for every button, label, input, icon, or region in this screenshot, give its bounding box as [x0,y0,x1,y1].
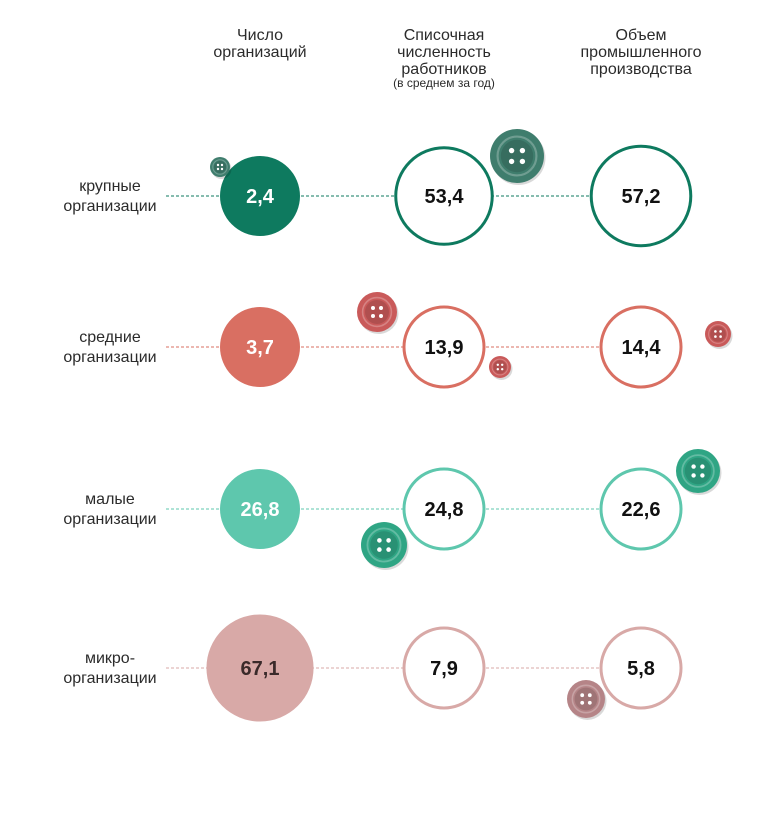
row-label-line: организации [63,349,156,366]
data-label: 22,6 [622,499,661,521]
data-label: 14,4 [622,337,662,359]
column-header-line: организаций [213,44,306,61]
sewing-button-icon [357,292,399,334]
column-header-line: Число [237,27,283,44]
column-header-line: промышленного [581,44,702,61]
row-group: малые организации 26,8 24,8 22,6 [63,467,683,551]
row-label-line: организации [63,670,156,687]
column-header-line: производства [590,61,692,78]
sewing-button-icon [361,522,409,570]
bubble-share [589,144,693,248]
sewing-button-icon [705,321,733,349]
data-label: 57,2 [622,186,661,208]
bubble-share [402,305,486,389]
row-group: крупные организации 2,4 53,4 57,2 [63,144,693,248]
bubble-count [220,156,300,236]
bubble-count [220,307,300,387]
bubble-share [599,305,683,389]
sewing-button-icon [210,157,232,179]
bubble-share [402,626,486,710]
data-label: 24,8 [425,499,464,521]
row-label-line: организации [63,198,156,215]
bubble-count [206,614,314,722]
bubble-share [599,626,683,710]
column-header-line: работников [401,61,486,78]
row-label-line: организации [63,511,156,528]
row-group: средние организации 3,7 13,9 14,4 [63,305,683,389]
data-label: 13,9 [425,337,464,359]
row-group: микро-организации 67,1 7,9 5,8 [63,614,683,722]
row-label-line: микро- [85,650,135,667]
data-label: 7,9 [430,658,458,680]
bubble-share [599,467,683,551]
column-header-line: численность [397,44,491,61]
bubble-count [220,469,300,549]
row-label-line: малые [85,491,135,508]
data-label: 2,4 [246,186,275,208]
sewing-button-icon [489,356,513,380]
data-label: 5,8 [627,658,655,680]
data-label: 3,7 [246,337,274,359]
bubble-share [402,467,486,551]
data-label: 53,4 [425,186,465,208]
column-header-note: (в среднем за год) [393,76,495,90]
bubble-share [394,146,494,246]
row-label-line: крупные [79,178,141,195]
sewing-button-icon [567,680,607,720]
sewing-button-icon [676,449,722,495]
data-label: 67,1 [241,658,280,680]
column-header-line: Списочная [404,27,485,44]
column-header-line: Объем [616,27,667,44]
data-label: 26,8 [241,499,280,521]
sewing-button-icon [490,129,546,185]
row-label-line: средние [79,329,141,346]
